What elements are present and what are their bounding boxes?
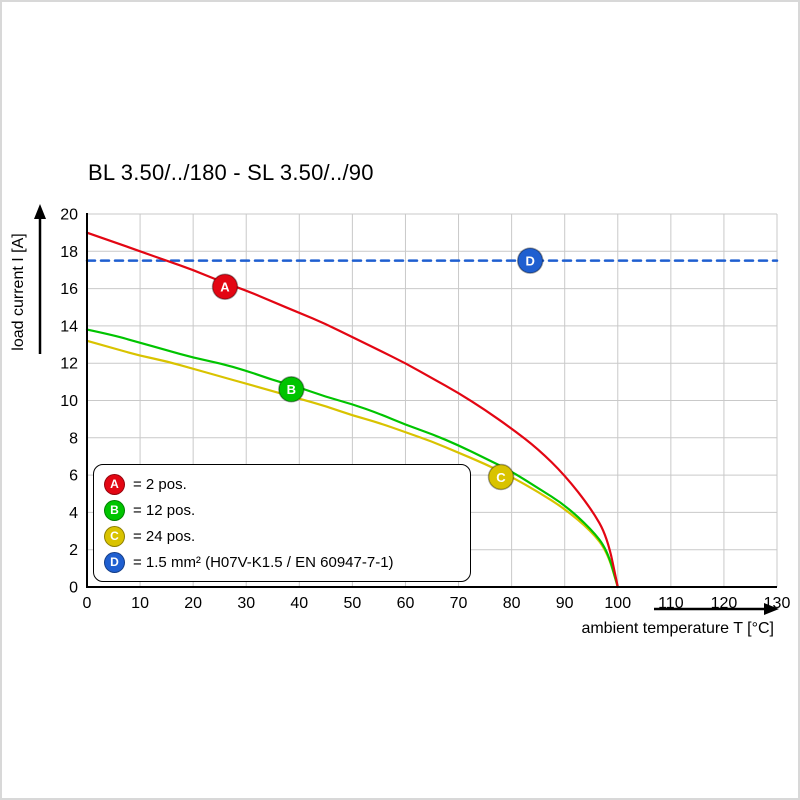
y-axis-label: load current I [A] — [10, 233, 27, 351]
x-tick-label: 100 — [604, 595, 631, 612]
legend-marker-b-icon: B — [104, 499, 125, 521]
y-tick-label: 4 — [69, 505, 78, 522]
x-tick-label: 130 — [764, 595, 791, 612]
legend-marker-a-icon: A — [104, 473, 125, 495]
marker-label-a: A — [220, 280, 230, 295]
x-tick-label: 60 — [397, 595, 415, 612]
x-tick-label: 20 — [184, 595, 202, 612]
x-tick-label: 90 — [556, 595, 574, 612]
y-tick-label: 10 — [60, 393, 78, 410]
x-tick-label: 10 — [131, 595, 149, 612]
x-tick-label: 110 — [658, 595, 684, 612]
legend-item-a: A = 2 pos. — [104, 471, 462, 497]
legend-item-d: D = 1.5 mm² (H07V-K1.5 / EN 60947-7-1) — [104, 549, 462, 575]
series-curve-b — [85, 328, 619, 589]
y-tick-label: 0 — [69, 580, 78, 597]
x-tick-label: 80 — [503, 595, 521, 612]
marker-c — [487, 463, 515, 491]
chart-title: BL 3.50/../180 - SL 3.50/../90 — [88, 160, 374, 185]
legend-marker-c-icon: C — [104, 525, 125, 547]
legend-label-c: = 24 pos. — [133, 527, 196, 545]
y-tick-label: 2 — [69, 542, 78, 559]
y-tick-label: 16 — [60, 281, 78, 298]
series-curve-c — [85, 339, 619, 589]
x-axis-arrowhead — [764, 603, 779, 615]
marker-b — [278, 376, 305, 403]
legend: A = 2 pos. B = 12 pos. C = 24 pos. D = 1.5 mm² … — [93, 464, 471, 582]
legend-label-d: = 1.5 mm² (H07V-K1.5 / EN 60947-7-1) — [133, 553, 394, 571]
legend-marker-d-icon: D — [104, 551, 125, 573]
marker-label-d: D — [525, 253, 534, 268]
y-tick-label: 12 — [60, 356, 78, 373]
marker-a — [211, 273, 239, 300]
marker-label-b: B — [287, 382, 296, 397]
legend-item-c: C = 24 pos. — [104, 523, 462, 549]
x-tick-label: 0 — [83, 595, 92, 612]
legend-label-b: = 12 pos. — [133, 501, 196, 519]
y-axis-arrowhead — [34, 204, 46, 219]
marker-label-c: C — [496, 470, 506, 485]
x-tick-label: 70 — [450, 595, 468, 612]
y-tick-label: 18 — [60, 244, 78, 261]
x-tick-label: 120 — [711, 595, 738, 612]
x-axis-label: ambient temperature T [°C] — [581, 620, 774, 637]
marker-d — [516, 247, 544, 274]
x-tick-label: 30 — [237, 595, 255, 612]
y-tick-label: 14 — [60, 318, 78, 335]
legend-item-b: B = 12 pos. — [104, 497, 462, 523]
y-tick-label: 8 — [69, 430, 78, 447]
x-tick-label: 50 — [343, 595, 361, 612]
legend-label-a: = 2 pos. — [133, 475, 187, 493]
y-tick-label: 6 — [69, 468, 78, 485]
x-tick-label: 40 — [290, 595, 308, 612]
series-curve-a — [85, 231, 619, 589]
y-tick-label: 20 — [60, 207, 78, 224]
